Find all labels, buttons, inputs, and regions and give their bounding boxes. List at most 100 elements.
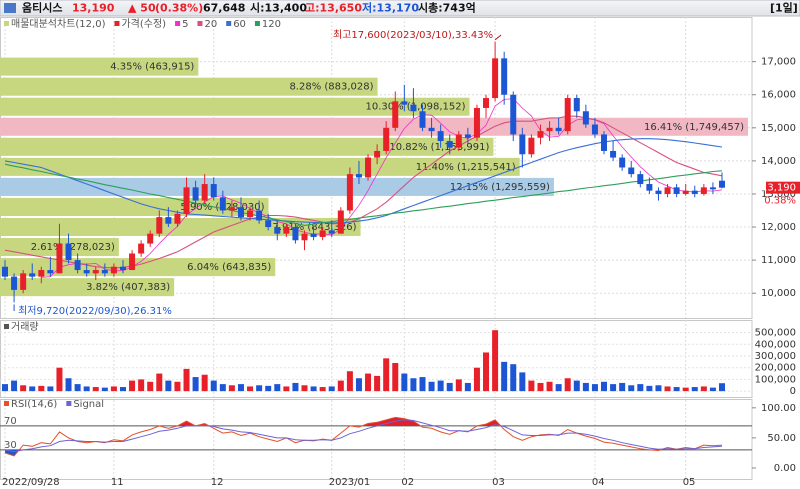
volume-bar [682, 387, 689, 392]
candle-body [492, 58, 499, 99]
volume-bar [528, 380, 535, 392]
candle-body [11, 276, 18, 290]
legend-rsi: Signal [73, 399, 104, 410]
candle-body [374, 150, 381, 158]
volume-bar [101, 387, 108, 392]
candle-body [646, 184, 653, 191]
volume-bar [473, 367, 480, 392]
period[interactable]: [1일] [770, 1, 798, 15]
candle-body [192, 187, 199, 201]
y-tick-label: 0 [790, 386, 796, 397]
volume-bar [555, 384, 562, 392]
candle-body [165, 217, 172, 224]
moving-average [4, 163, 723, 226]
volume-bar [165, 380, 172, 392]
volume-bar [201, 374, 208, 392]
candle-body [691, 190, 698, 194]
volume-bar [192, 377, 199, 392]
candle-body [519, 134, 526, 155]
candle-body [38, 270, 45, 277]
last-price-label: 13,190 [761, 183, 796, 194]
change-pct: (0.38%) [155, 2, 203, 15]
candle-body [292, 227, 299, 241]
candle-body [337, 210, 344, 234]
x-tick-label: 12 [211, 477, 224, 488]
volume-bar [483, 352, 490, 392]
candle-body [101, 270, 108, 274]
legend-item: 60 [233, 19, 246, 30]
last-change-label: 0.38% [764, 196, 796, 207]
volume-bar [56, 367, 63, 392]
volume-bar [401, 373, 408, 392]
volume-bar [646, 385, 653, 392]
y-tick-label: 16,000 [761, 90, 796, 101]
low: 저:13,170 [362, 1, 419, 15]
volume-bar [428, 381, 435, 392]
candle-body [201, 184, 208, 201]
volume-bar [573, 380, 580, 392]
candle-body [247, 210, 254, 218]
volume-bar [346, 371, 353, 392]
y-tick-label: 10,000 [761, 288, 796, 299]
candle-body [637, 174, 644, 185]
candle-body [183, 187, 190, 214]
menu-icon[interactable] [4, 3, 16, 13]
candle-body [483, 98, 490, 108]
volume-bar [464, 382, 471, 392]
legend-price: 가격(수정) [121, 17, 166, 30]
volume-bar [610, 384, 617, 392]
legend-volume: 거래량 [11, 321, 39, 333]
x-tick-label: 2023/01 [329, 477, 371, 488]
volume-bar [510, 364, 517, 392]
x-tick-label: 2022/09/28 [2, 477, 60, 488]
candle-body [682, 190, 689, 194]
volume-bar [283, 386, 290, 392]
volume-bar [365, 373, 372, 392]
rsi-level-label: 70 [4, 416, 17, 427]
volume-bar [237, 384, 244, 392]
volume-bar [174, 381, 181, 392]
volume-bar [446, 382, 453, 392]
candle-body [573, 98, 580, 112]
y-tick-label: 50.00 [767, 433, 796, 444]
volume-bar [210, 380, 217, 392]
legend-swatch [114, 21, 120, 26]
candle-body [591, 124, 598, 135]
legend-swatch [4, 21, 9, 26]
profile-label: 16.41% (1,749,457) [644, 122, 744, 133]
candle-body [92, 270, 99, 274]
profile-bar [0, 97, 470, 116]
volume-bar [228, 385, 235, 392]
volume-bar [256, 385, 263, 392]
volume-bar [537, 382, 544, 392]
volume-bar [92, 387, 99, 392]
profile-label: 11.40% (1,215,541) [416, 162, 516, 173]
volume-bar [501, 361, 508, 392]
x-tick-label: 02 [401, 477, 414, 488]
y-tick-label: 14,000 [761, 156, 796, 167]
volume-bar [183, 368, 190, 392]
candle-body [501, 58, 508, 95]
profile-label: 3.82% (407,383) [86, 282, 170, 293]
volume-bar [247, 386, 254, 392]
volume: 67,648 [203, 2, 245, 15]
x-tick-label: 11 [111, 477, 124, 488]
volume-bar [374, 375, 381, 392]
candle-body [455, 134, 462, 148]
volume-bar [147, 381, 154, 392]
candle-body [610, 150, 617, 158]
x-tick-label: 03 [492, 477, 505, 488]
candle-body [410, 104, 417, 112]
annotation-high: 최고17,600(2023/03/10),33.43% [333, 29, 493, 41]
annotation-arrow [494, 34, 502, 41]
moving-average [41, 98, 723, 278]
candle-body [719, 180, 725, 188]
volume-bar [292, 382, 299, 392]
candle-body [700, 187, 707, 194]
volume-bar [664, 386, 671, 392]
volume-bar [319, 387, 326, 392]
volume-bar [455, 379, 462, 392]
volume-bar [383, 358, 390, 392]
candle-body [392, 101, 399, 128]
